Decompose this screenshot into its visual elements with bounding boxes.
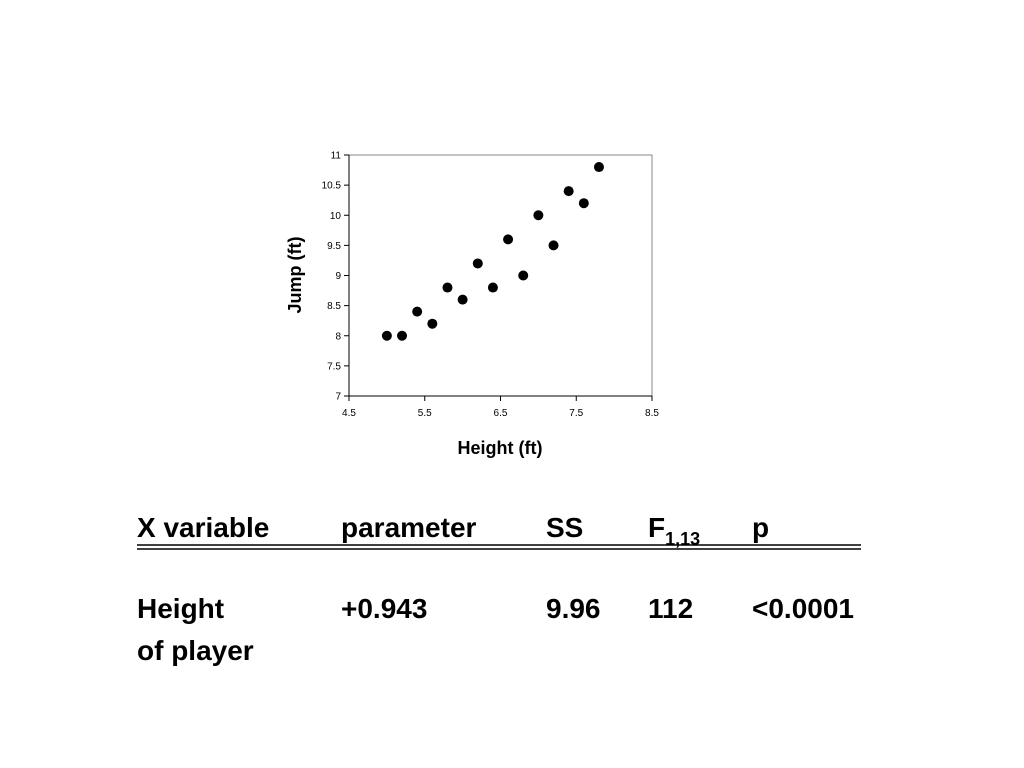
x-axis-label: Height (ft): [458, 438, 543, 458]
point: [533, 210, 544, 221]
point: [442, 282, 453, 293]
y-tick-label: 7: [335, 392, 341, 403]
point: [427, 318, 438, 329]
y-tick-label: 10: [330, 211, 342, 222]
table-cell: of player: [137, 635, 254, 666]
point: [578, 198, 589, 209]
y-tick-label: 8.5: [327, 301, 341, 312]
x-tick-label: 8.5: [645, 408, 659, 419]
point: [457, 294, 468, 305]
table-cell: 9.96: [546, 593, 601, 624]
table-cell: +0.943: [341, 593, 427, 624]
table-cell: Height: [137, 593, 224, 624]
table-header: F1,13: [648, 512, 700, 549]
point: [397, 330, 408, 341]
table-cell: 112: [648, 593, 693, 624]
table-header-subscript: 1,13: [665, 529, 700, 549]
point: [412, 306, 423, 317]
y-tick-label: 10.5: [322, 181, 342, 192]
point: [503, 234, 514, 245]
x-tick-label: 5.5: [418, 408, 432, 419]
point: [381, 330, 392, 341]
y-tick-label: 9: [335, 271, 341, 282]
point: [563, 186, 574, 197]
point: [548, 240, 559, 251]
y-axis-label: Jump (ft): [285, 237, 305, 314]
y-tick-label: 8: [335, 331, 341, 342]
x-tick-label: 6.5: [494, 408, 508, 419]
y-tick-label: 11: [331, 151, 342, 162]
table-header: p: [752, 512, 769, 543]
table-header: X variable: [137, 512, 269, 543]
table-header: parameter: [341, 512, 477, 543]
table-header-text: F: [648, 512, 665, 543]
x-tick-label: 4.5: [342, 408, 356, 419]
y-tick-label: 9.5: [327, 241, 341, 252]
table-cell: <0.0001: [752, 593, 854, 624]
y-tick-label: 7.5: [327, 361, 341, 372]
table-header: SS: [546, 512, 583, 543]
x-tick-label: 7.5: [569, 408, 583, 419]
point: [487, 282, 498, 293]
point: [472, 258, 483, 269]
point: [518, 270, 529, 281]
point: [593, 162, 604, 173]
plot-frame: [348, 154, 653, 397]
